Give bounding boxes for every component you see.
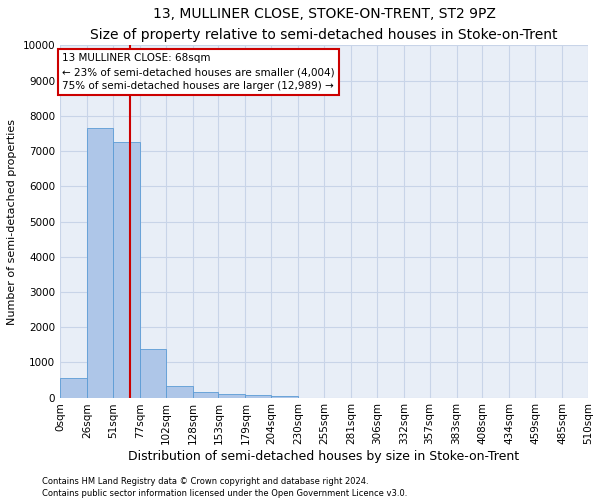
X-axis label: Distribution of semi-detached houses by size in Stoke-on-Trent: Distribution of semi-detached houses by … [128,450,520,463]
Text: Contains HM Land Registry data © Crown copyright and database right 2024.
Contai: Contains HM Land Registry data © Crown c… [42,476,407,498]
Bar [166,386,193,398]
Bar [140,350,166,398]
Bar [193,392,218,398]
Bar [245,394,271,398]
Bar [218,394,245,398]
Bar [271,396,298,398]
Title: 13, MULLINER CLOSE, STOKE-ON-TRENT, ST2 9PZ
Size of property relative to semi-de: 13, MULLINER CLOSE, STOKE-ON-TRENT, ST2 … [90,7,558,42]
Bar [60,378,87,398]
Bar [113,142,140,398]
Bar [87,128,113,398]
Text: 13 MULLINER CLOSE: 68sqm
← 23% of semi-detached houses are smaller (4,004)
75% o: 13 MULLINER CLOSE: 68sqm ← 23% of semi-d… [62,53,335,91]
Y-axis label: Number of semi-detached properties: Number of semi-detached properties [7,118,17,324]
